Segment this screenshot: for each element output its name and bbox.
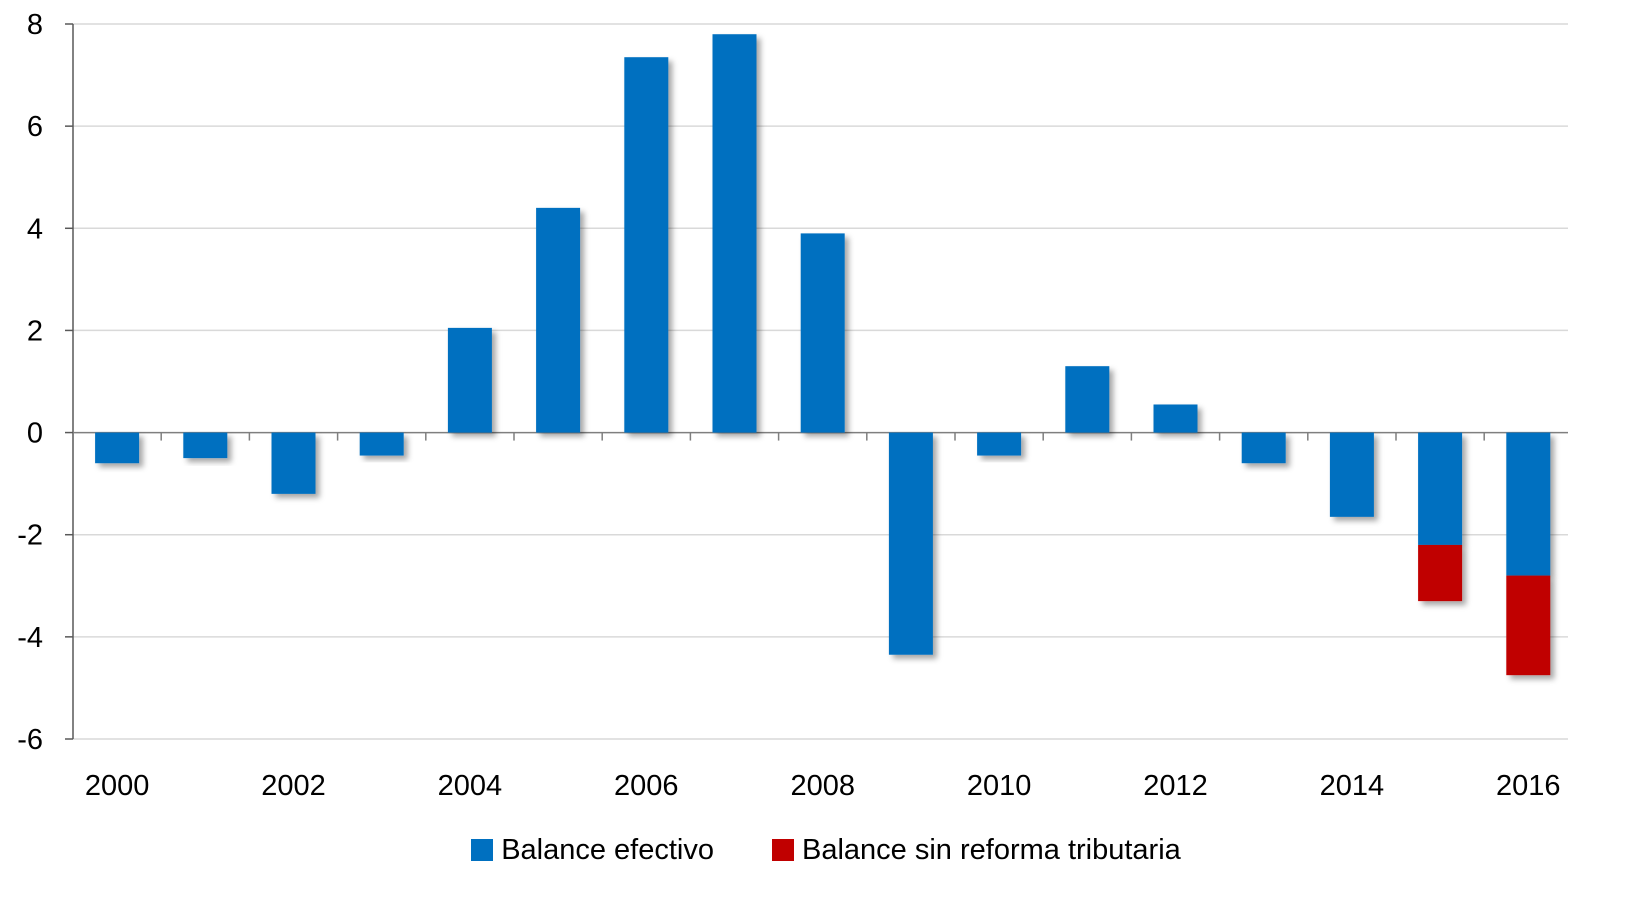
gridlines bbox=[73, 23, 1568, 740]
bar-2012-series-0 bbox=[1153, 404, 1198, 433]
legend-swatch-balance-efectivo bbox=[471, 839, 494, 861]
x-axis-tick-labels: 2000 2002 2004 2006 2008 2010 2012 2014 2016 bbox=[85, 770, 1561, 802]
y-tick-label-8: 8 bbox=[27, 9, 43, 41]
x-tick-label-2016: 2016 bbox=[1496, 770, 1561, 802]
x-tick-label-2012: 2012 bbox=[1143, 770, 1208, 802]
bar-2016-series-1 bbox=[1506, 575, 1551, 676]
bar-2004-series-0 bbox=[447, 327, 492, 433]
bar-2015-series-1 bbox=[1418, 544, 1463, 602]
bar-2002-series-0 bbox=[271, 432, 316, 494]
bar-2006-series-0 bbox=[624, 57, 669, 433]
legend-item-balance-sin-reforma: Balance sin reforma tributaria bbox=[772, 834, 1181, 867]
y-tick-label--6: -6 bbox=[17, 724, 43, 756]
bar-2001-series-0 bbox=[183, 432, 228, 459]
bar-2010-series-0 bbox=[977, 432, 1022, 456]
bar-2000-series-0 bbox=[95, 432, 140, 464]
bars bbox=[95, 34, 1551, 676]
y-tick-label--2: -2 bbox=[17, 520, 43, 552]
bar-2015-series-0 bbox=[1418, 432, 1463, 545]
bar-2016-series-0 bbox=[1506, 432, 1551, 576]
bar-2005-series-0 bbox=[536, 207, 581, 433]
x-tick-label-2010: 2010 bbox=[967, 770, 1032, 802]
bar-2007-series-0 bbox=[712, 34, 757, 433]
y-tick-label-4: 4 bbox=[27, 213, 43, 245]
y-tick-label--4: -4 bbox=[17, 622, 43, 654]
bar-2013-series-0 bbox=[1241, 432, 1286, 464]
bar-2011-series-0 bbox=[1065, 366, 1110, 433]
legend-label-balance-sin-reforma: Balance sin reforma tributaria bbox=[802, 833, 1181, 866]
bar-2014-series-0 bbox=[1329, 432, 1374, 517]
bar-2008-series-0 bbox=[800, 233, 845, 433]
y-axis-tick-labels: -6 -4 -2 0 2 4 6 8 bbox=[17, 9, 43, 756]
y-tick-label-2: 2 bbox=[27, 315, 43, 347]
x-tick-label-2008: 2008 bbox=[790, 770, 855, 802]
bar-2009-series-0 bbox=[888, 432, 933, 655]
legend-swatch-balance-sin-reforma bbox=[772, 839, 794, 861]
legend-label-balance-efectivo: Balance efectivo bbox=[501, 833, 714, 866]
x-tick-label-2014: 2014 bbox=[1320, 770, 1385, 802]
legend: Balance efectivo Balance sin reforma tri… bbox=[0, 826, 1652, 874]
x-tick-label-2002: 2002 bbox=[261, 770, 326, 802]
bar-2003-series-0 bbox=[359, 432, 404, 456]
y-tick-label-6: 6 bbox=[27, 111, 43, 143]
x-tick-label-2004: 2004 bbox=[438, 770, 503, 802]
x-tick-label-2000: 2000 bbox=[85, 770, 150, 802]
x-tick-label-2006: 2006 bbox=[614, 770, 679, 802]
y-tick-label-0: 0 bbox=[27, 418, 43, 450]
axes bbox=[65, 23, 1568, 740]
legend-item-balance-efectivo: Balance efectivo bbox=[471, 834, 714, 867]
